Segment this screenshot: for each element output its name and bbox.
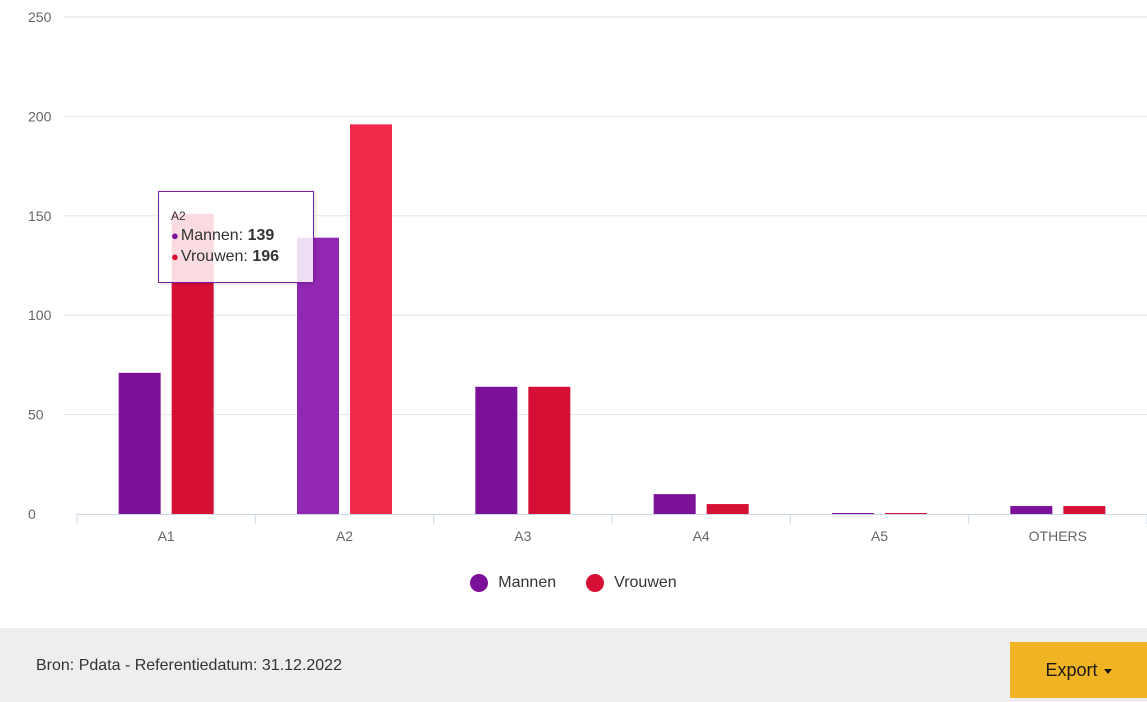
tooltip-label-vrouwen: Vrouwen: xyxy=(180,248,253,265)
tooltip-title: A2 xyxy=(171,209,186,223)
x-tick-label: OTHERS xyxy=(1029,528,1087,544)
bar-chart: 0 50 100 150 200 250 A1 A2 A3 A4 A5 OTHERS xyxy=(28,9,1147,544)
tooltip-dot-vrouwen: ● xyxy=(171,249,179,264)
bar-mannen-a3[interactable] xyxy=(475,386,518,514)
tooltip-value-vrouwen: 196 xyxy=(252,248,280,265)
chart-tooltip: A2 ● Mannen: 139 ● Vrouwen: 196 xyxy=(158,191,314,283)
bar-mannen-a5[interactable] xyxy=(832,513,874,514)
y-tick-label: 50 xyxy=(28,407,44,423)
legend-item-mannen[interactable]: Mannen xyxy=(470,574,556,592)
tooltip-dot-mannen: ● xyxy=(171,228,179,243)
bar-vrouwen-a4[interactable] xyxy=(706,504,749,514)
y-tick-label: 200 xyxy=(28,108,52,124)
y-tick-label: 250 xyxy=(28,9,52,25)
y-tick-label: 150 xyxy=(28,208,52,224)
source-text: Bron: Pdata - Referentiedatum: 31.12.202… xyxy=(36,657,342,674)
x-tick-label: A1 xyxy=(158,528,175,544)
bar-vrouwen-others[interactable] xyxy=(1063,506,1106,514)
bar-mannen-others[interactable] xyxy=(1010,506,1053,514)
tooltip-row-mannen: ● Mannen: 139 xyxy=(171,225,313,246)
legend-dot-icon xyxy=(586,574,605,592)
x-tick-label: A5 xyxy=(871,528,888,544)
bar-mannen-a1[interactable] xyxy=(118,372,161,514)
bar-mannen-a4[interactable] xyxy=(653,494,696,514)
legend-dot-icon xyxy=(470,574,489,592)
x-tick-label: A2 xyxy=(336,528,353,544)
footer-bar: Bron: Pdata - Referentiedatum: 31.12.202… xyxy=(0,628,1147,702)
bar-vrouwen-a2[interactable] xyxy=(350,124,392,515)
x-tick-label: A3 xyxy=(514,528,531,544)
tooltip-row-vrouwen: ● Vrouwen: 196 xyxy=(171,246,313,267)
legend-label: Mannen xyxy=(498,574,557,591)
x-tick-label: A4 xyxy=(693,528,710,544)
bar-mannen-a2[interactable] xyxy=(297,237,339,514)
export-button[interactable]: Export xyxy=(1010,642,1147,698)
y-tick-label: 0 xyxy=(28,506,36,522)
tooltip-value-mannen: 139 xyxy=(247,227,275,244)
legend: Mannen Vrouwen xyxy=(0,574,1147,592)
y-tick-label: 100 xyxy=(28,307,52,323)
bar-vrouwen-a3[interactable] xyxy=(528,386,571,514)
legend-label: Vrouwen xyxy=(614,574,677,591)
export-label: Export xyxy=(1045,659,1098,680)
legend-item-vrouwen[interactable]: Vrouwen xyxy=(586,574,677,592)
chart-area: 0 50 100 150 200 250 A1 A2 A3 A4 A5 OTHERS xyxy=(28,9,1147,544)
tooltip-label-mannen: Mannen: xyxy=(180,227,248,244)
caret-down-icon xyxy=(1103,668,1112,674)
bar-vrouwen-a5[interactable] xyxy=(885,513,927,514)
